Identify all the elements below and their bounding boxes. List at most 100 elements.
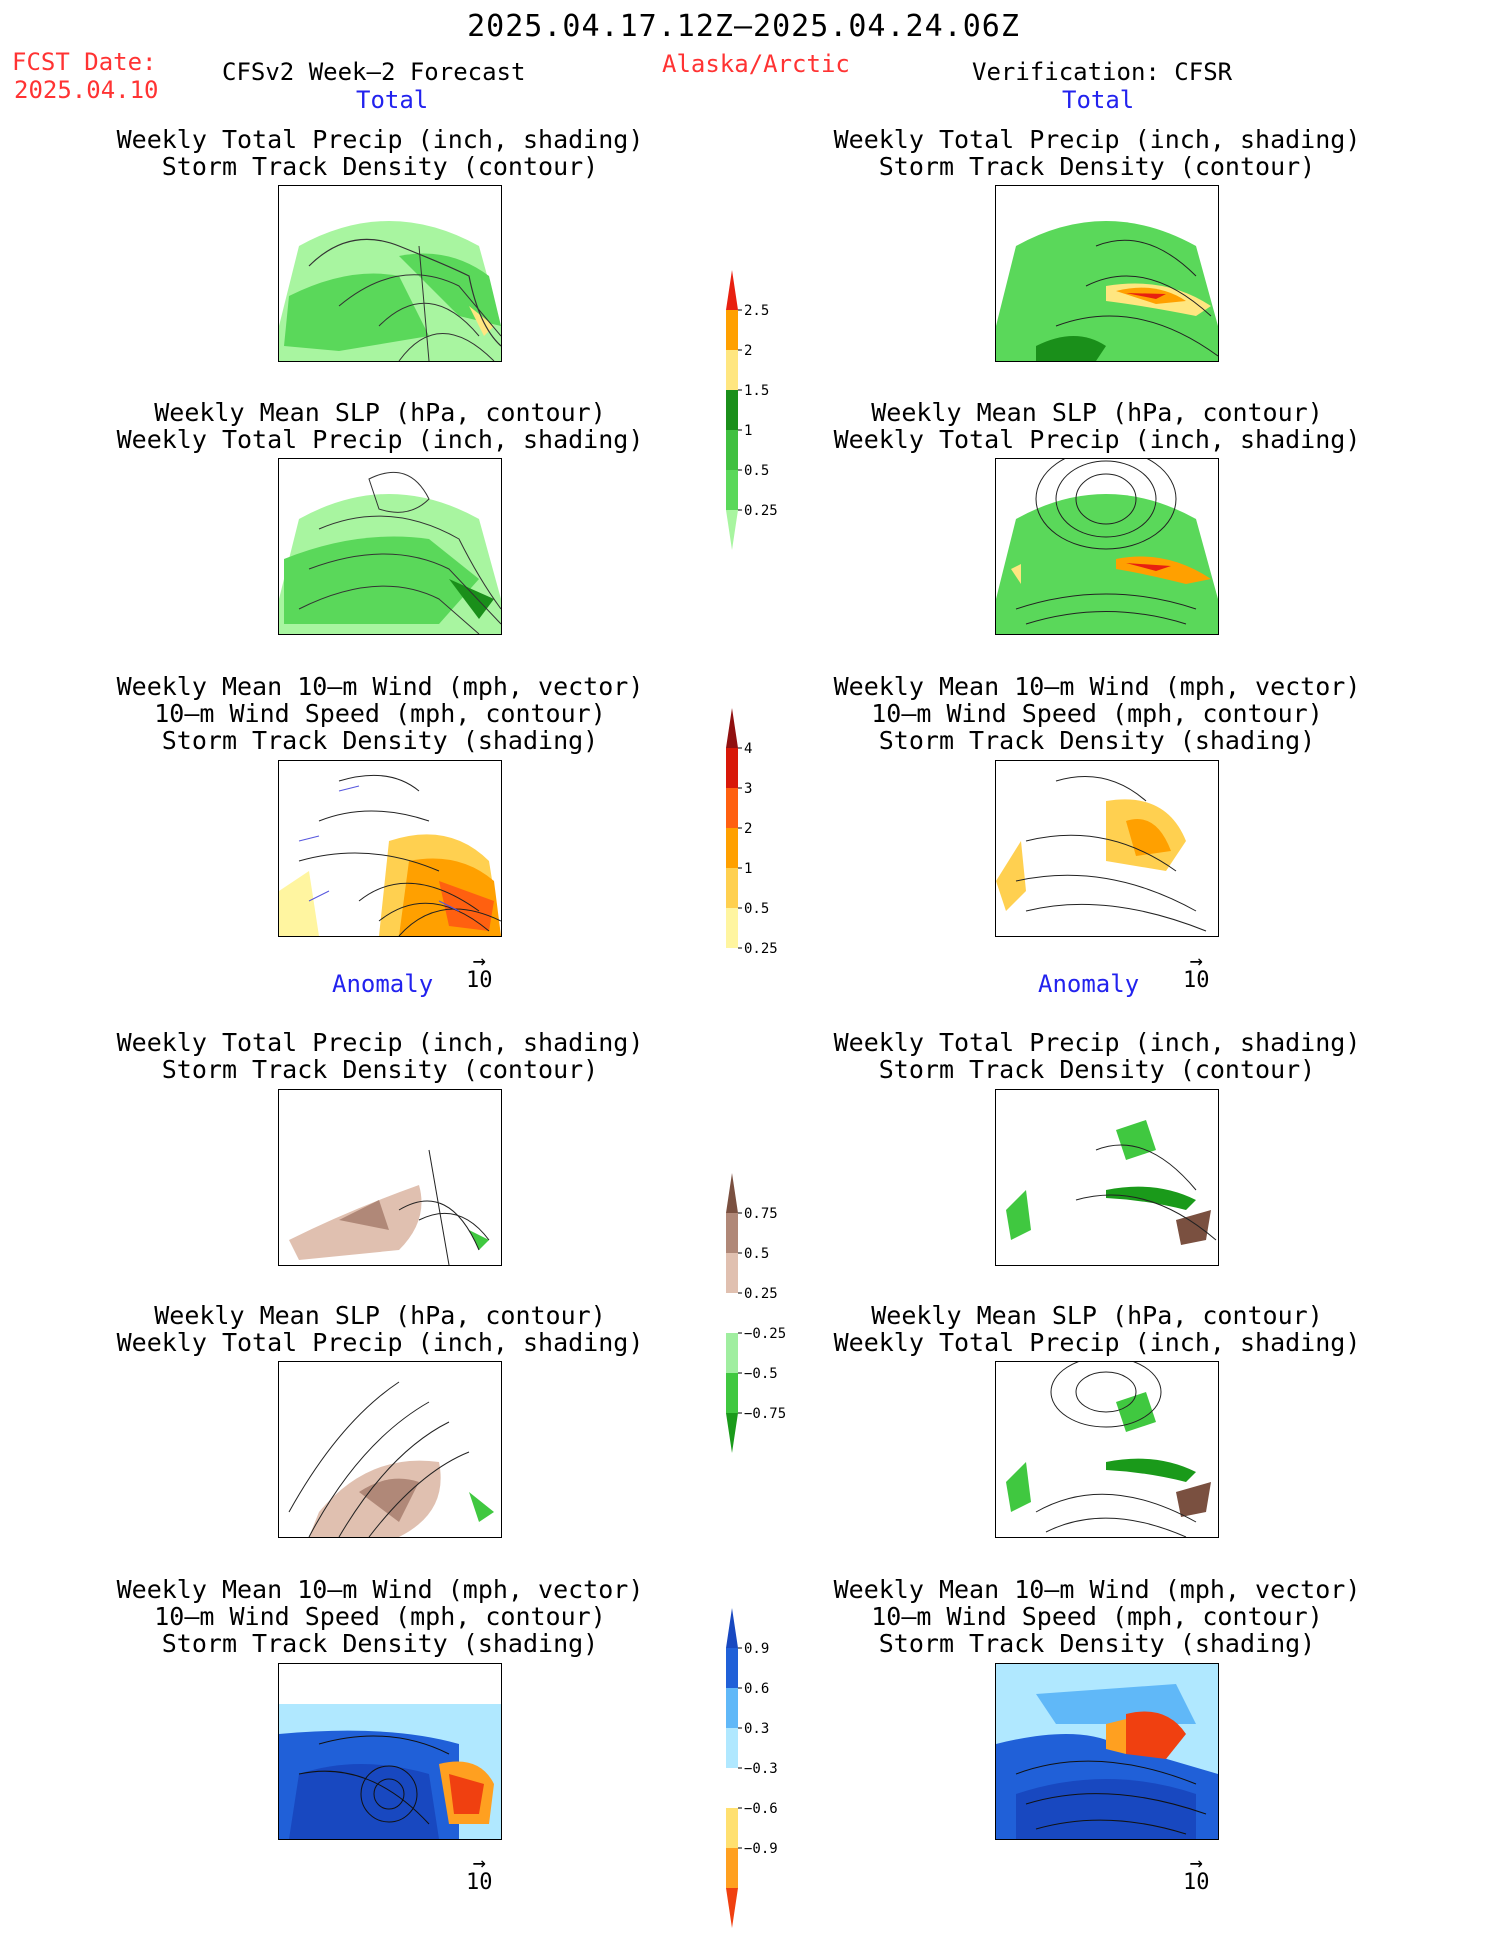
colorbar-segment — [726, 350, 738, 390]
map-verification-anom-precip — [995, 1089, 1219, 1266]
title-line: Weekly Total Precip (inch, shading) — [833, 425, 1361, 454]
colorbar-label: −0.3 — [744, 1761, 778, 1777]
colorbar-segment — [726, 1728, 738, 1768]
colorbar-label: 2.5 — [744, 303, 769, 319]
colorbar-label: 0.6 — [744, 1681, 769, 1697]
title-line: Storm Track Density (contour) — [161, 1055, 599, 1084]
colorbar-label: 0.25 — [744, 503, 778, 519]
colorbar-track-total: 4 3 2 1 0.5 0.25 — [726, 708, 786, 996]
arrow-icon: → — [472, 1851, 486, 1876]
map-forecast-total-slp — [278, 458, 502, 635]
colorbar-label: 1.5 — [744, 383, 769, 399]
colorbar-top-cap — [726, 1173, 738, 1213]
panel-title-r4: Weekly Total Precip (inch, shading) Stor… — [747, 1029, 1447, 1083]
colorbar-segment — [726, 1808, 738, 1848]
vector-scale-value: 10 — [1183, 1870, 1210, 1895]
panel-title-l6: Weekly Mean 10–m Wind (mph, vector) 10–m… — [30, 1576, 730, 1657]
arrow-icon: → — [1189, 1851, 1203, 1876]
map-forecast-total-wind — [278, 760, 502, 937]
verification-label: Verification: CFSR — [972, 58, 1233, 86]
date-range-title: 2025.04.17.12Z–2025.04.24.06Z — [467, 9, 1020, 44]
title-line: Weekly Total Precip (inch, shading) — [116, 1328, 644, 1357]
map-forecast-total-precip — [278, 185, 502, 362]
title-line: Storm Track Density (shading) — [878, 1629, 1316, 1658]
colorbar-segment — [726, 908, 738, 948]
colorbar-label: −0.6 — [744, 1801, 778, 1817]
colorbar-track-anom: 0.9 0.6 0.3 −0.3 −0.6 −0.9 — [726, 1608, 786, 1936]
map-verification-total-precip — [995, 185, 1219, 362]
colorbar-segment — [726, 1213, 738, 1253]
colorbar-segment — [726, 1293, 738, 1333]
colorbar-segment — [726, 1848, 738, 1888]
map-forecast-anom-wind — [278, 1663, 502, 1840]
vector-scale-r-anom: → 10 — [1183, 1851, 1210, 1895]
map-forecast-anom-slp — [278, 1361, 502, 1538]
section-total-right: Total — [1062, 86, 1135, 114]
colorbar-precip-total: 2.5 2 1.5 1 0.5 0.25 — [726, 270, 786, 558]
title-line: Storm Track Density (contour) — [878, 1055, 1316, 1084]
panel-title-l1: Weekly Total Precip (inch, shading) Stor… — [30, 126, 730, 180]
map-verification-total-wind — [995, 760, 1219, 937]
title-line: Storm Track Density (contour) — [878, 152, 1316, 181]
colorbar-segment — [726, 828, 738, 868]
panel-title-r3: Weekly Mean 10–m Wind (mph, vector) 10–m… — [747, 673, 1447, 754]
vector-scale-l-anom: → 10 — [466, 1851, 493, 1894]
colorbar-svg: 0.75 0.5 0.25 −0.25 −0.5 −0.75 — [726, 1173, 786, 1453]
colorbar-segment — [726, 1253, 738, 1293]
title-line: Weekly Total Precip (inch, shading) — [833, 1028, 1361, 1057]
vector-scale-r-total: → 10 — [1183, 951, 1210, 992]
map-verification-total-slp — [995, 458, 1219, 635]
colorbar-segment — [726, 1688, 738, 1728]
colorbar-segment — [726, 1648, 738, 1688]
title-line: 10–m Wind Speed (mph, contour) — [871, 1602, 1323, 1631]
colorbar-label: 2 — [744, 821, 752, 837]
colorbar-bottom-cap — [726, 510, 738, 550]
colorbar-segment — [726, 310, 738, 350]
colorbar-segment — [726, 390, 738, 430]
colorbar-label: 0.25 — [744, 1286, 778, 1302]
colorbar-label: −0.9 — [744, 1841, 778, 1857]
colorbar-segment — [726, 470, 738, 510]
colorbar-svg: 2.5 2 1.5 1 0.5 0.25 — [726, 270, 778, 550]
colorbar-label: −0.75 — [744, 1406, 786, 1422]
map-forecast-anom-precip — [278, 1089, 502, 1266]
title-line: Weekly Mean SLP (hPa, contour) — [871, 1301, 1323, 1330]
colorbar-label: −0.25 — [744, 1326, 786, 1342]
map-verification-anom-wind — [995, 1663, 1219, 1840]
colorbar-bottom-cap — [726, 1413, 738, 1453]
panel-title-l5: Weekly Mean SLP (hPa, contour) Weekly To… — [30, 1302, 730, 1356]
title-line: Storm Track Density (shading) — [161, 1629, 599, 1658]
title-line: Storm Track Density (shading) — [878, 726, 1316, 755]
colorbar-label: 0.75 — [744, 1206, 778, 1222]
section-anomaly-left: Anomaly — [332, 970, 434, 998]
fcst-date-label: FCST Date: — [12, 48, 157, 76]
colorbar-label: 0.5 — [744, 901, 769, 917]
colorbar-top-cap — [726, 270, 738, 310]
arrow-icon: → — [472, 949, 486, 974]
title-line: Storm Track Density (shading) — [161, 726, 599, 755]
colorbar-bottom-cap — [726, 1888, 738, 1928]
colorbar-segment — [726, 1333, 738, 1373]
colorbar-segment — [726, 1768, 738, 1808]
title-line: Weekly Mean 10–m Wind (mph, vector) — [833, 672, 1361, 701]
colorbar-svg: 4 3 2 1 0.5 0.25 — [726, 708, 778, 988]
colorbar-segment — [726, 1373, 738, 1413]
colorbar-label: 3 — [744, 781, 752, 797]
colorbar-top-cap — [726, 708, 738, 748]
colorbar-label: 0.25 — [744, 941, 778, 957]
region-label: Alaska/Arctic — [662, 50, 850, 78]
title-line: Weekly Mean 10–m Wind (mph, vector) — [116, 672, 644, 701]
title-line: Weekly Total Precip (inch, shading) — [116, 125, 644, 154]
colorbar-segment — [726, 748, 738, 788]
title-line: Storm Track Density (contour) — [161, 152, 599, 181]
section-anomaly-right: Anomaly — [1038, 970, 1140, 998]
panel-title-l3: Weekly Mean 10–m Wind (mph, vector) 10–m… — [30, 673, 730, 754]
colorbar-label: 2 — [744, 343, 752, 359]
colorbar-label: 0.9 — [744, 1641, 769, 1657]
title-line: Weekly Total Precip (inch, shading) — [116, 425, 644, 454]
panel-title-r6: Weekly Mean 10–m Wind (mph, vector) 10–m… — [747, 1576, 1447, 1657]
colorbar-label: 0.5 — [744, 1246, 769, 1262]
colorbar-label: 1 — [744, 423, 752, 439]
model-label: CFSv2 Week–2 Forecast — [222, 58, 526, 86]
title-line: Weekly Mean 10–m Wind (mph, vector) — [116, 1575, 644, 1604]
